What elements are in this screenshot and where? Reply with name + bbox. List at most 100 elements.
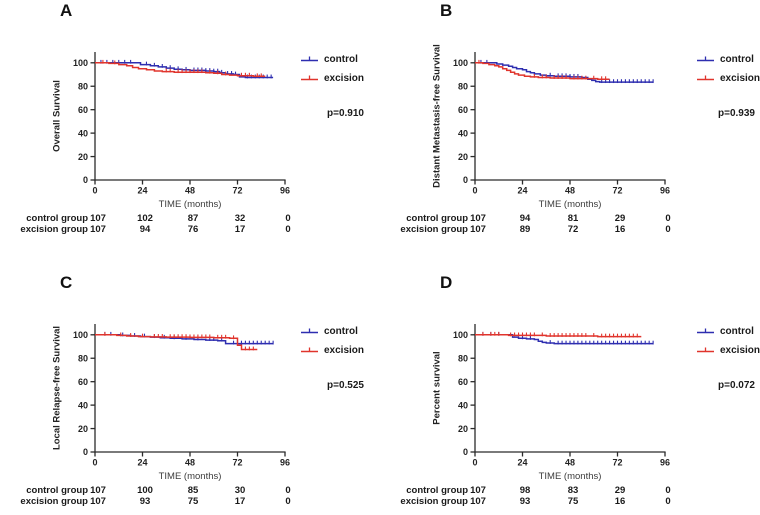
y-tick-label: 0: [83, 447, 88, 457]
legend: control excision: [697, 324, 760, 362]
table-row: control group 107 98 83 29 0: [380, 485, 760, 496]
panel-letter: D: [440, 273, 453, 292]
risk-count: 17: [234, 224, 246, 235]
risk-row-label: control group: [406, 485, 468, 496]
table-row: excision group 107 89 72 16 0: [380, 224, 760, 235]
risk-count: 29: [614, 485, 626, 496]
km-plot: 0 24 48 72 96 0 20 40 60 80 100: [453, 324, 670, 468]
risk-count: 93: [139, 496, 151, 507]
control-line-icon: [301, 56, 318, 62]
x-tick-label: 48: [565, 458, 575, 468]
risk-count: 93: [519, 496, 531, 507]
legend-label: control: [720, 325, 754, 337]
y-tick-label: 40: [458, 400, 468, 410]
x-tick-label: 24: [137, 458, 147, 468]
legend: control excision: [697, 52, 760, 90]
y-tick-label: 20: [458, 424, 468, 434]
y-tick-label: 60: [78, 377, 88, 387]
y-tick-label: 100: [453, 58, 468, 68]
x-tick-label: 24: [137, 186, 147, 196]
legend-label: excision: [324, 72, 365, 84]
x-tick-label: 72: [232, 186, 242, 196]
risk-count: 0: [285, 213, 291, 224]
risk-count: 0: [285, 485, 291, 496]
x-tick-label: 0: [92, 458, 97, 468]
y-tick-label: 60: [78, 105, 88, 115]
y-tick-label: 20: [78, 424, 88, 434]
x-tick-label: 48: [185, 186, 195, 196]
panel-letter: B: [440, 1, 453, 20]
risk-row-label: excision group: [20, 496, 88, 507]
legend-entry-excision: excision: [697, 71, 760, 85]
risk-count: 107: [470, 496, 486, 507]
control-line-icon: [697, 328, 714, 334]
x-tick-label: 0: [92, 186, 97, 196]
risk-count: 16: [614, 496, 626, 507]
legend-entry-control: control: [301, 324, 364, 338]
legend-entry-control: control: [697, 52, 760, 66]
risk-count: 100: [137, 485, 153, 496]
y-tick-label: 100: [73, 330, 88, 340]
y-tick-label: 0: [463, 175, 468, 185]
x-tick-label: 72: [232, 458, 242, 468]
p-value: p=0.525: [327, 380, 364, 391]
risk-row-label: excision group: [400, 496, 468, 507]
risk-row-label: control group: [26, 485, 88, 496]
risk-count: 107: [90, 213, 106, 224]
y-tick-label: 80: [78, 81, 88, 91]
risk-count: 85: [187, 485, 199, 496]
risk-count: 75: [187, 496, 199, 507]
risk-count: 75: [567, 496, 579, 507]
risk-count: 102: [137, 213, 153, 224]
risk-count: 16: [614, 224, 626, 235]
x-tick-label: 24: [517, 186, 527, 196]
panel-d: D Percent survival 0 24 48 72 96 0 20 40 60 80 100…: [380, 272, 760, 515]
risk-count: 83: [567, 485, 579, 496]
legend-entry-excision: excision: [301, 71, 364, 85]
risk-count: 0: [285, 224, 291, 235]
legend-label: excision: [720, 72, 760, 84]
control-survival-curve: [475, 334, 654, 345]
panel-a: A Overall Survival 0 24 48 72 96 0 20 40 60 80 100…: [0, 0, 380, 243]
legend-entry-control: control: [697, 324, 760, 338]
risk-count: 29: [614, 213, 626, 224]
risk-count: 0: [665, 224, 671, 235]
y-tick-label: 60: [458, 377, 468, 387]
x-axis-label: TIME (months): [158, 199, 222, 210]
y-tick-label: 40: [78, 128, 88, 138]
p-value: p=0.910: [327, 108, 364, 119]
table-row: excision group 107 94 76 17 0: [0, 224, 380, 235]
km-plot: 0 24 48 72 96 0 20 40 60 80 100: [73, 324, 290, 468]
legend-label: excision: [720, 344, 760, 356]
km-plot: 0 24 48 72 96 0 20 40 60 80 100: [453, 52, 670, 196]
y-tick-label: 0: [463, 447, 468, 457]
table-row: excision group 107 93 75 16 0: [380, 496, 760, 507]
control-line-icon: [697, 56, 714, 62]
table-row: control group 107 102 87 32 0: [0, 213, 380, 224]
x-axis-label: TIME (months): [538, 471, 602, 482]
y-tick-label: 100: [453, 330, 468, 340]
x-tick-label: 96: [280, 458, 290, 468]
y-tick-label: 60: [458, 105, 468, 115]
panel-c: C Local Relapse-free Survival 0 24 48 72 96 0…: [0, 272, 380, 515]
legend-label: excision: [324, 344, 365, 356]
risk-count: 87: [187, 213, 199, 224]
x-tick-label: 48: [565, 186, 575, 196]
risk-count: 0: [665, 485, 671, 496]
risk-count: 76: [187, 224, 199, 235]
excision-survival-curve: [95, 62, 266, 78]
risk-row-label: excision group: [20, 224, 88, 235]
legend-label: control: [324, 53, 358, 65]
risk-row-label: excision group: [400, 224, 468, 235]
legend-entry-excision: excision: [697, 343, 760, 357]
risk-count: 107: [90, 496, 106, 507]
legend-label: control: [720, 53, 754, 65]
risk-count: 32: [234, 213, 246, 224]
x-tick-label: 96: [660, 186, 670, 196]
y-tick-label: 20: [78, 152, 88, 162]
excision-survival-curve: [475, 334, 642, 338]
legend-entry-excision: excision: [301, 343, 364, 357]
y-tick-label: 100: [73, 58, 88, 68]
panel-letter: C: [60, 273, 73, 292]
